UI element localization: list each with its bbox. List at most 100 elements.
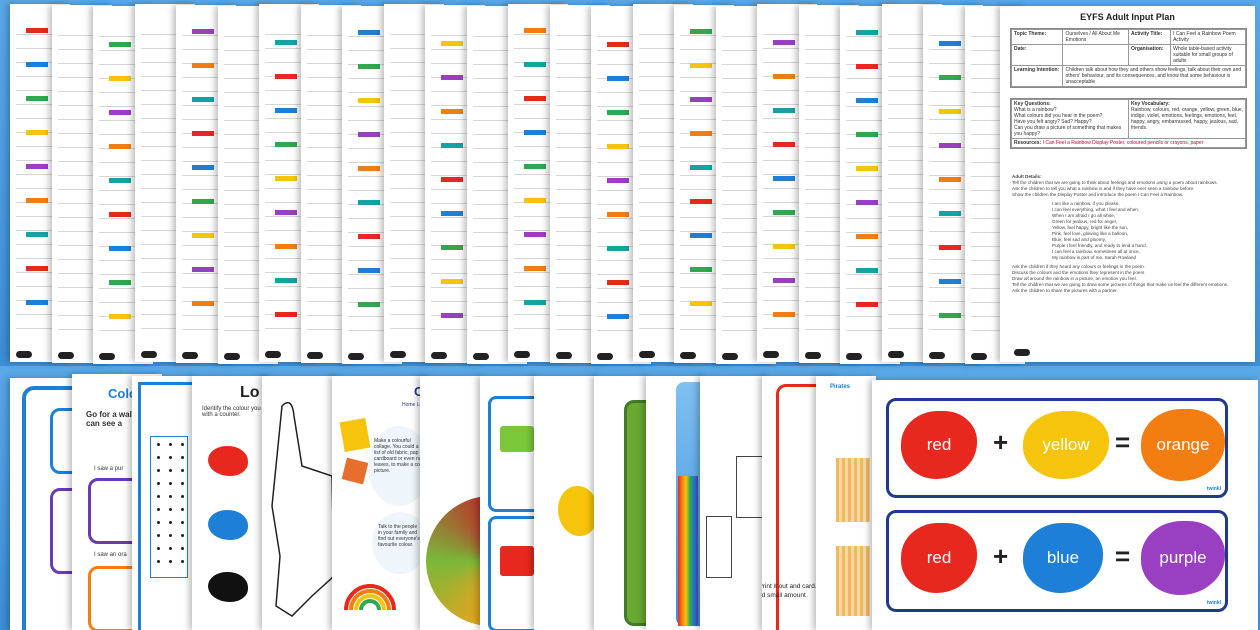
twinkl-logo-icon bbox=[597, 353, 613, 360]
grid-dot bbox=[169, 495, 172, 498]
twinkl-logo-icon bbox=[555, 352, 572, 359]
mix2-b-label: blue bbox=[1046, 548, 1080, 567]
grass-photo bbox=[624, 400, 650, 626]
net-template-sheet bbox=[700, 376, 770, 630]
poem-line: I am like a rainbow, if you please, bbox=[1052, 201, 1120, 206]
poem-line: My rainbow is part of me. Sarah Rowland bbox=[1052, 255, 1136, 260]
twinkl-logo-icon bbox=[57, 352, 74, 359]
learning-intention-value: Children talk about how they and others … bbox=[1062, 65, 1246, 87]
mix2-a-label: red bbox=[926, 548, 952, 567]
step-3: Show the children the Display Poster and… bbox=[1012, 192, 1184, 197]
twinkl-logo-icon bbox=[887, 351, 904, 358]
colour-hunt-title: Colo bbox=[108, 386, 137, 401]
step-4: Ask the children if they heard any colou… bbox=[1012, 264, 1146, 269]
net-flap bbox=[706, 516, 732, 578]
twinkl-logo-icon bbox=[306, 352, 323, 359]
paint-pots-icon bbox=[339, 417, 371, 453]
grid-dot bbox=[169, 469, 172, 472]
resources-label: Resources: bbox=[1014, 140, 1042, 146]
colour-mixing-sheet: red + yellow = orange twinkl red + blue … bbox=[872, 380, 1258, 630]
net-instructions: This is a net f Print it out and card. C… bbox=[762, 583, 834, 599]
poem-line: Green for jealous, red for anger, bbox=[1052, 219, 1118, 224]
dot-grid-sheet bbox=[132, 376, 198, 630]
grid-dot bbox=[181, 482, 184, 485]
poem-line: I can feel a rainbow, sometimes all at o… bbox=[1052, 249, 1140, 254]
activity-title-value: I Can Feel a Rainbow Poem Activity bbox=[1170, 29, 1246, 45]
adult-details-label: Adult Details: bbox=[1012, 174, 1042, 179]
grid-dot bbox=[169, 482, 172, 485]
grid-dot bbox=[181, 456, 184, 459]
mixing-row-2: red + blue = purple twinkl bbox=[886, 510, 1228, 612]
twinkl-logo-icon bbox=[970, 353, 987, 360]
twinkl-logo-icon bbox=[182, 352, 198, 359]
animal-outline-icon bbox=[271, 401, 335, 617]
brand-label: twinkl bbox=[1206, 600, 1221, 606]
stripe-block-icon bbox=[836, 546, 870, 616]
identify-title: Lo bbox=[240, 384, 260, 401]
twinkl-logo-icon bbox=[804, 352, 821, 359]
talk-text: Talk to the people in your family and fi… bbox=[378, 524, 420, 548]
colour-hunt-line1: I saw a pur bbox=[94, 466, 124, 472]
grid-dot bbox=[181, 521, 184, 524]
grid-dot bbox=[157, 508, 160, 511]
grid-dot bbox=[181, 547, 184, 550]
equals-sign: = bbox=[1115, 541, 1131, 571]
grid-dot bbox=[157, 521, 160, 524]
twinkl-logo-icon bbox=[763, 351, 779, 358]
equals-sign: = bbox=[1115, 427, 1131, 457]
poem-line: Purple I feel friendly, and ready to len… bbox=[1052, 243, 1147, 248]
step-2: Ask the children to tell you what a rain… bbox=[1012, 186, 1195, 191]
mix1-result-label: orange bbox=[1156, 435, 1210, 454]
grid-dot bbox=[157, 456, 160, 459]
twinkl-logo-icon bbox=[431, 352, 447, 359]
step-7: Tell the children that we are going to d… bbox=[1012, 282, 1229, 287]
plus-sign: + bbox=[993, 427, 1009, 457]
orange-splash-icon: orange bbox=[1141, 409, 1225, 481]
grid-dot bbox=[181, 534, 184, 537]
learning-intention-label: Learning Intention: bbox=[1010, 65, 1064, 87]
poem-line: When I am afraid I go all white, bbox=[1052, 213, 1116, 218]
collage-text: Make a colourful collage. You could a li… bbox=[374, 438, 423, 474]
activity-title-label: Activity Title: bbox=[1127, 29, 1172, 45]
fruit-rainbow-image bbox=[426, 496, 484, 626]
twinkl-logo-icon bbox=[99, 353, 115, 360]
poem: I am like a rainbow, if you please, I ca… bbox=[1012, 201, 1245, 261]
question-1: What is a rainbow? bbox=[1014, 107, 1057, 113]
mix2-result-label: purple bbox=[1159, 548, 1207, 567]
adult-details: Adult Details: Tell the children that we… bbox=[1012, 174, 1245, 294]
twinkl-logo-icon bbox=[472, 353, 489, 360]
grid-dot bbox=[181, 508, 184, 511]
rainbow-photo-sheet bbox=[646, 376, 706, 630]
red-splash-icon: red bbox=[901, 523, 977, 593]
fruit-rainbow-sheet bbox=[420, 376, 484, 630]
green-photo-sheet bbox=[594, 376, 650, 630]
dot-grid bbox=[150, 436, 188, 578]
poem-line: Blue, feel sad and gloomy, bbox=[1052, 237, 1106, 242]
rainbow-icon bbox=[344, 584, 396, 611]
key-vocab-label: Key Vocabulary: bbox=[1131, 101, 1170, 107]
step-1: Tell the children that we are going to t… bbox=[1012, 180, 1218, 185]
pirates-sheet: Pirates bbox=[816, 376, 876, 630]
mix1-a-label: red bbox=[926, 435, 952, 454]
twinkl-logo-icon bbox=[223, 353, 240, 360]
topic-value: Ourselves / All About Me Emotions bbox=[1062, 29, 1129, 45]
grid-dot bbox=[157, 482, 160, 485]
twinkl-logo-icon bbox=[389, 351, 406, 358]
green-brick-icon bbox=[500, 426, 534, 452]
grid-dot bbox=[169, 560, 172, 563]
grid-dot bbox=[157, 469, 160, 472]
grid-dot bbox=[181, 469, 184, 472]
mixing-row-1: red + yellow = orange twinkl bbox=[886, 398, 1228, 498]
twinkl-logo-icon bbox=[348, 353, 364, 360]
twinkl-logo-icon bbox=[721, 353, 738, 360]
step-5: Discuss the colours and the emotions the… bbox=[1012, 270, 1146, 275]
key-questions-label: Key Questions: bbox=[1014, 101, 1051, 107]
talk-bubble: Talk to the people in your family and fi… bbox=[372, 512, 428, 574]
purple-splash-icon: purple bbox=[1141, 521, 1225, 595]
plus-sign: + bbox=[993, 541, 1009, 571]
twinkl-logo-icon bbox=[514, 351, 530, 358]
grid-dot bbox=[157, 495, 160, 498]
colouring-outline-sheet bbox=[262, 376, 342, 630]
collage-bubble: Make a colourful collage. You could a li… bbox=[368, 426, 430, 506]
red-splash-icon: red bbox=[901, 411, 977, 479]
